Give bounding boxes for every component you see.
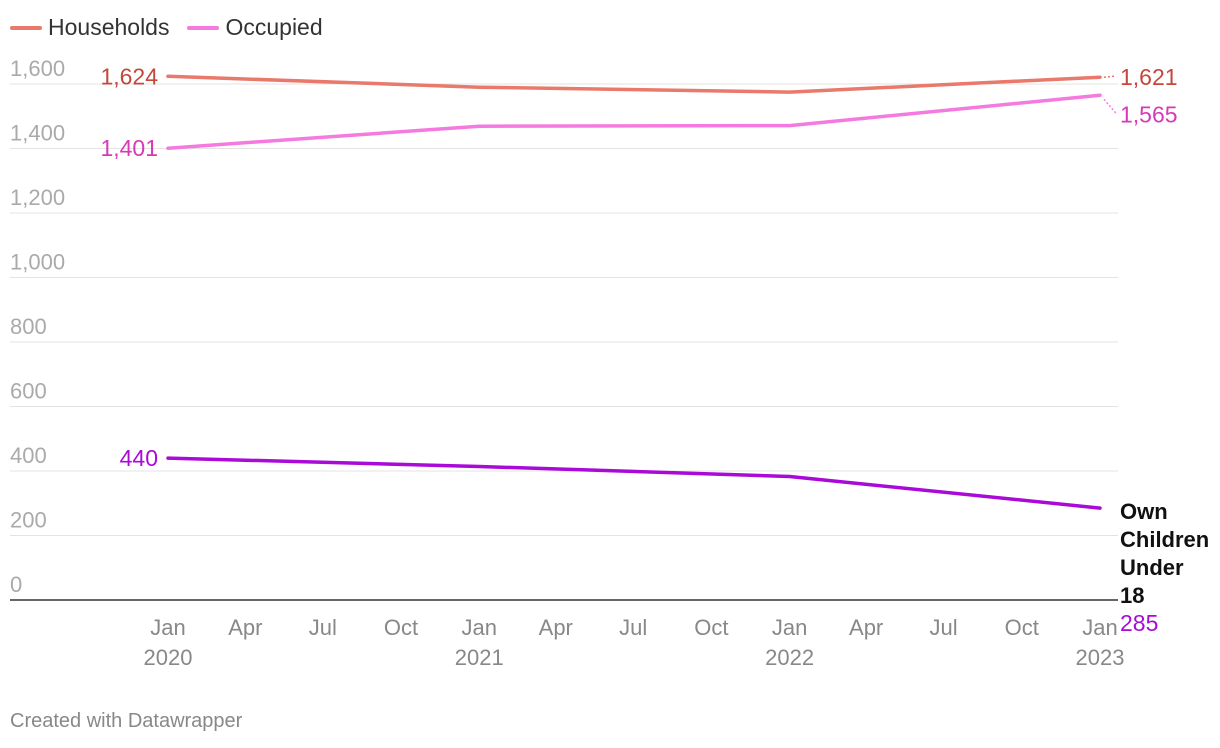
- x-tick-label-2020-04: Apr: [228, 615, 262, 640]
- start-value-label-1: 1,401: [100, 135, 158, 161]
- x-tick-label-2021-10: Oct: [694, 615, 728, 640]
- series-line-0: [166, 74, 1102, 94]
- y-tick-label-1200: 1,200: [10, 185, 65, 210]
- end-value-label-1: 1,565: [1120, 101, 1178, 127]
- x-tick-label-2020-10: Oct: [384, 615, 418, 640]
- x-tick-label-2021-07: Jul: [619, 615, 647, 640]
- x-tick-year-2023-01: 2023: [1076, 645, 1125, 670]
- legend-label-households: Households: [48, 14, 170, 40]
- y-tick-label-200: 200: [10, 508, 47, 533]
- end-leader-0: [1103, 75, 1115, 78]
- start-value-label-0: 1,624: [100, 63, 158, 89]
- series-name-label-2-line-3: 18: [1120, 583, 1144, 608]
- legend-label-occupied: Occupied: [225, 14, 323, 40]
- y-tick-label-1000: 1,000: [10, 250, 65, 275]
- x-tick-label-2022-04: Apr: [849, 615, 883, 640]
- y-tick-label-600: 600: [10, 379, 47, 404]
- x-tick-label-2023-01: Jan: [1082, 615, 1117, 640]
- x-tick-label-2022-07: Jul: [929, 615, 957, 640]
- series-name-label-2-line-0: Own: [1120, 499, 1168, 524]
- x-tick-label-2021-01: Jan: [461, 615, 496, 640]
- series-name-label-2-line-2: Under: [1120, 555, 1184, 580]
- legend-swatch-households: [10, 25, 42, 30]
- y-tick-label-0: 0: [10, 572, 22, 597]
- x-tick-year-2022-01: 2022: [765, 645, 814, 670]
- end-value-label-0: 1,621: [1120, 64, 1178, 90]
- chart-legend: Households Occupied: [10, 14, 323, 41]
- datawrapper-credit: Created with Datawrapper: [10, 710, 243, 732]
- legend-swatch-occupied: [187, 25, 220, 30]
- series-name-label-2-line-1: Children: [1120, 527, 1209, 552]
- end-value-label-2: 285: [1120, 610, 1158, 636]
- start-value-label-2: 440: [120, 445, 158, 471]
- y-tick-label-1400: 1,400: [10, 121, 65, 146]
- end-leader-1: [1103, 98, 1117, 114]
- x-tick-year-2021-01: 2021: [455, 645, 504, 670]
- legend-item-households: Households: [10, 14, 169, 41]
- series-line-2: [166, 456, 1102, 510]
- x-tick-label-2022-01: Jan: [772, 615, 807, 640]
- series-line-1: [166, 93, 1102, 150]
- line-chart: 0 200 400 600 800 1,000 1,200 1,400 1,600 Jan 2020…: [10, 56, 1209, 670]
- x-tick-label-2021-04: Apr: [539, 615, 573, 640]
- x-tick-label-2020-01: Jan: [150, 615, 185, 640]
- x-tick-label-2020-07: Jul: [309, 615, 337, 640]
- legend-item-occupied: Occupied: [187, 14, 323, 41]
- x-tick-year-2020-01: 2020: [144, 645, 193, 670]
- y-tick-label-800: 800: [10, 314, 47, 339]
- y-tick-label-400: 400: [10, 443, 47, 468]
- y-tick-label-1600: 1,600: [10, 56, 65, 81]
- x-tick-label-2022-10: Oct: [1005, 615, 1039, 640]
